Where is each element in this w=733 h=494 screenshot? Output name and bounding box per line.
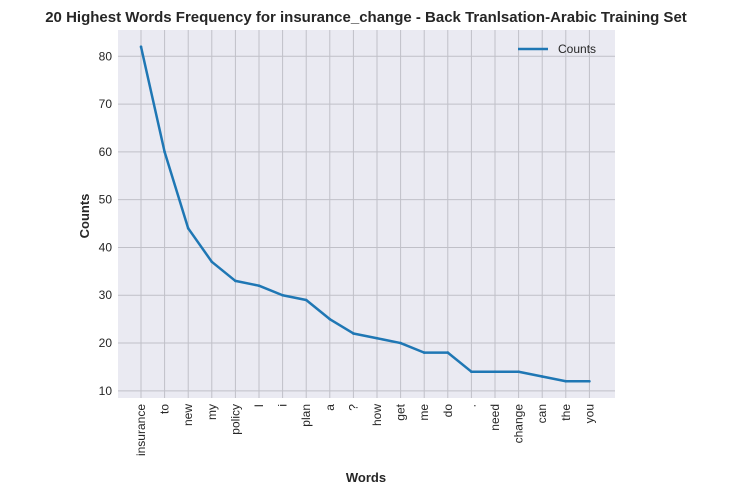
grid-lines: [118, 30, 615, 398]
y-axis-label: Counts: [77, 194, 92, 239]
data-point: [281, 293, 284, 297]
x-tick-label: .: [464, 404, 478, 407]
x-tick-label: insurance: [134, 404, 148, 456]
y-tick-label: 20: [99, 336, 113, 350]
data-point: [399, 341, 402, 345]
data-point: [186, 227, 190, 230]
y-tick-label: 50: [99, 193, 113, 207]
series-line: [139, 46, 590, 383]
data-point: [257, 284, 261, 287]
data-point: [540, 375, 544, 378]
x-tick-label: get: [394, 403, 408, 420]
data-point: [564, 379, 568, 383]
x-tick-label: change: [512, 404, 526, 444]
data-point: [210, 260, 214, 264]
x-tick-label: how: [370, 404, 384, 426]
x-axis-label: Words: [346, 470, 386, 485]
chart-title: 20 Highest Words Frequency for insurance…: [45, 9, 687, 26]
x-tick-label: you: [582, 404, 596, 423]
x-tick-label: i: [276, 404, 290, 407]
data-point: [139, 45, 143, 49]
series-group: [139, 45, 591, 383]
x-tick-label: ?: [346, 404, 360, 411]
data-point: [304, 298, 308, 302]
y-tick-label: 60: [99, 145, 113, 159]
data-point: [493, 370, 497, 374]
x-tick-label: can: [535, 404, 549, 423]
x-tick-label: I: [252, 404, 266, 407]
data-point: [446, 351, 450, 354]
x-tick-label: to: [158, 404, 172, 414]
data-point: [163, 150, 166, 154]
x-tick-label: a: [323, 404, 337, 411]
data-point: [234, 279, 237, 283]
x-tick-label: do: [441, 404, 455, 418]
x-tick-label: the: [559, 404, 573, 421]
data-point: [375, 336, 379, 340]
y-tick-label: 10: [99, 384, 113, 398]
data-point: [328, 317, 332, 321]
data-point: [470, 370, 473, 374]
y-tick-label: 70: [99, 97, 113, 111]
x-tick-label: my: [205, 404, 219, 420]
y-axis: 10 20 30 40 50 60 70 80: [99, 49, 113, 398]
x-tick-label: policy: [228, 404, 242, 435]
data-point: [422, 351, 426, 354]
data-point: [588, 379, 591, 383]
y-tick-label: 80: [99, 49, 113, 63]
x-tick-label: new: [181, 404, 195, 426]
data-point: [517, 370, 520, 374]
x-tick-label: plan: [299, 404, 313, 427]
data-point: [352, 332, 355, 335]
x-tick-label: me: [417, 404, 431, 421]
legend[interactable]: Counts: [518, 42, 596, 56]
y-tick-label: 40: [99, 240, 113, 254]
x-tick-label: need: [488, 404, 502, 431]
legend-label: Counts: [558, 42, 596, 56]
y-tick-label: 30: [99, 288, 113, 302]
